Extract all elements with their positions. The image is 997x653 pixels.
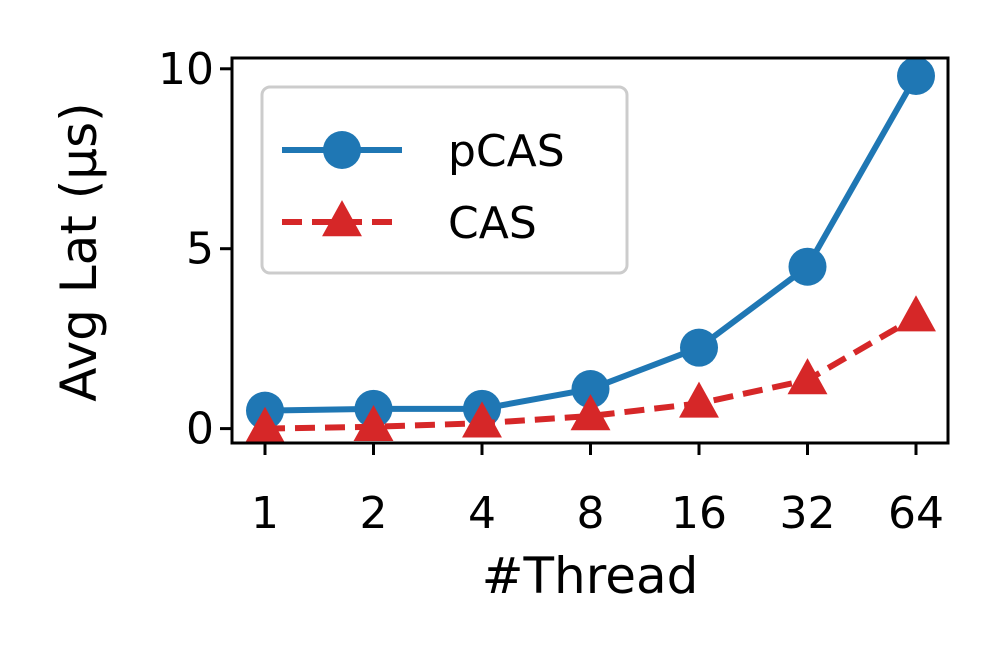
data-point bbox=[245, 406, 285, 443]
x-axis-label: #Thread bbox=[482, 547, 699, 605]
data-point bbox=[680, 328, 718, 367]
data-point bbox=[787, 358, 828, 395]
legend-items: pCAS CAS bbox=[282, 126, 565, 249]
legend-label-pcas: pCAS bbox=[448, 126, 565, 177]
legend-frame bbox=[260, 85, 629, 275]
series-cas bbox=[245, 295, 936, 443]
y-tick-label: 0 bbox=[186, 404, 214, 455]
data-point bbox=[353, 404, 394, 442]
x-tick-label: 64 bbox=[888, 488, 944, 539]
y-tick-label: 5 bbox=[186, 224, 214, 275]
data-point bbox=[897, 56, 935, 95]
x-tick-label: 4 bbox=[468, 488, 496, 539]
legend: pCAS CAS bbox=[260, 85, 629, 275]
data-point bbox=[788, 247, 827, 286]
data-point bbox=[571, 370, 610, 409]
legend-label-cas: CAS bbox=[448, 198, 537, 249]
data-point bbox=[679, 381, 719, 418]
x-axis: 1 2 4 8 16 32 64 bbox=[251, 443, 944, 539]
data-point bbox=[570, 394, 611, 431]
data-point bbox=[462, 401, 502, 438]
data-point bbox=[896, 295, 936, 332]
legend-marker-cas bbox=[322, 200, 362, 237]
x-tick-label: 2 bbox=[360, 488, 388, 539]
y-axis-label: Avg Lat (μs) bbox=[50, 102, 108, 401]
y-axis: 0 5 10 bbox=[158, 44, 232, 455]
x-tick-label: 8 bbox=[577, 488, 605, 539]
series-layer bbox=[245, 56, 936, 443]
x-tick-label: 32 bbox=[780, 488, 836, 539]
x-tick-label: 16 bbox=[671, 488, 727, 539]
legend-marker-pcas bbox=[323, 131, 361, 169]
y-tick-label: 10 bbox=[158, 44, 214, 95]
x-tick-label: 1 bbox=[251, 488, 279, 539]
